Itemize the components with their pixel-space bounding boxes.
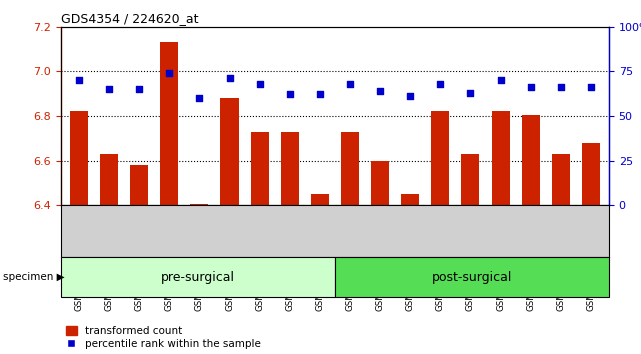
Point — [164, 70, 174, 76]
Bar — [221, 98, 238, 205]
Bar — [190, 204, 208, 205]
Legend: transformed count, percentile rank within the sample: transformed count, percentile rank withi… — [66, 326, 261, 349]
Point — [224, 75, 235, 81]
Text: pre-surgical: pre-surgical — [161, 270, 235, 284]
Bar — [70, 112, 88, 205]
Bar — [401, 194, 419, 205]
Point — [254, 81, 265, 87]
Bar — [61, 257, 335, 297]
Text: GDS4354 / 224620_at: GDS4354 / 224620_at — [61, 12, 199, 25]
Text: specimen ▶: specimen ▶ — [3, 272, 65, 282]
Point — [194, 95, 204, 101]
Bar — [522, 115, 540, 205]
Bar — [100, 154, 118, 205]
Bar — [130, 165, 148, 205]
Bar — [492, 112, 510, 205]
Bar — [371, 161, 389, 205]
Bar — [462, 154, 479, 205]
Bar — [251, 132, 269, 205]
Point — [285, 92, 295, 97]
Point — [526, 85, 536, 90]
Bar — [431, 112, 449, 205]
Point — [134, 86, 144, 92]
Point — [586, 85, 596, 90]
Point — [435, 81, 445, 87]
Point — [405, 93, 415, 99]
Bar — [281, 132, 299, 205]
Point — [556, 85, 566, 90]
Point — [465, 90, 476, 96]
Bar — [160, 42, 178, 205]
Point — [495, 77, 506, 83]
Bar — [552, 154, 570, 205]
Point — [375, 88, 385, 94]
Bar — [582, 143, 600, 205]
Bar — [335, 257, 609, 297]
Point — [345, 81, 355, 87]
Bar — [311, 194, 329, 205]
Point — [74, 77, 84, 83]
Point — [315, 92, 325, 97]
Text: post-surgical: post-surgical — [432, 270, 512, 284]
Bar — [341, 132, 359, 205]
Point — [104, 86, 114, 92]
